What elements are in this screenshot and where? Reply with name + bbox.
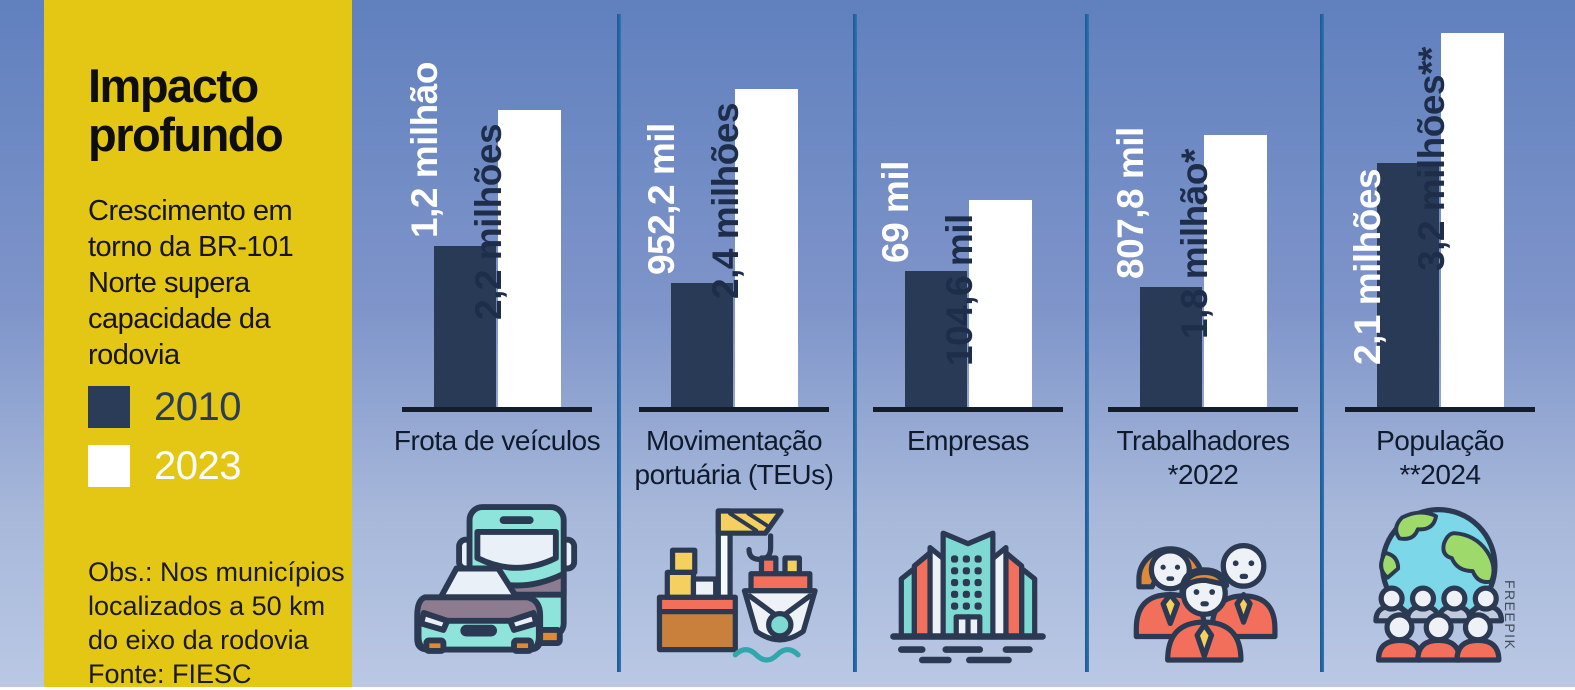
- panel-movimentacao-portuaria: 952,2 mil 2,4 milhões Movimentação portu…: [616, 0, 852, 687]
- workers-icon: [1118, 498, 1288, 673]
- footnote: Obs.: Nos municípios localizados a 50 km…: [88, 555, 345, 657]
- bar-2010: [434, 246, 496, 410]
- page-title: Impacto profundo: [88, 59, 284, 162]
- panel-divider: [1085, 14, 1089, 672]
- axis-baseline: [1108, 407, 1298, 412]
- value-label-2023: 2,2 milhões: [468, 123, 509, 320]
- vehicles-icon: [412, 498, 582, 673]
- value-label-2023: 3,2 milhões**: [1411, 47, 1452, 271]
- category-label: Frota de veículos: [393, 425, 601, 456]
- panel-trabalhadores: 807,8 mil 1,8 milhão* Trabalhadores *202…: [1085, 0, 1321, 687]
- legend: 2010 2023: [88, 384, 241, 504]
- value-label-2023: 1,8 milhão*: [1174, 149, 1215, 339]
- globe-population-icon: [1355, 498, 1525, 673]
- legend-item-2010: 2010: [88, 384, 241, 429]
- bar-2023: [1204, 135, 1267, 410]
- source-label: Fonte: FIESC: [88, 659, 252, 689]
- category-label: Empresas: [906, 425, 1030, 456]
- panel-divider: [853, 14, 857, 672]
- axis-baseline: [402, 407, 592, 412]
- legend-label: 2023: [154, 443, 241, 488]
- subtitle-line: rodovia: [88, 339, 180, 371]
- footnote-line: do eixo da rodovia: [88, 625, 309, 655]
- bar-2010: [1377, 163, 1439, 410]
- panel-empresas: 69 mil 104,6 mil Empresas: [850, 0, 1086, 687]
- subtitle: Crescimento em torno da BR-101 Norte sup…: [88, 193, 294, 373]
- value-label-2010: 1,2 milhão: [404, 62, 445, 238]
- bar-2023: [1441, 33, 1504, 410]
- value-label-2023: 2,4 milhões: [705, 102, 746, 299]
- axis-baseline: [873, 407, 1063, 412]
- value-label-2010: 807,8 mil: [1110, 127, 1151, 279]
- title-line: Impacto: [88, 59, 259, 113]
- footnote-line: localizados a 50 km: [88, 591, 326, 621]
- axis-baseline: [1345, 407, 1535, 412]
- subtitle-line: Norte supera: [88, 267, 250, 299]
- panel-divider: [1320, 14, 1324, 672]
- legend-swatch-2010: [88, 386, 130, 428]
- subtitle-line: torno da BR-101: [88, 231, 294, 263]
- value-label-2010: 69 mil: [875, 161, 916, 263]
- value-label-2010: 2,1 milhões: [1347, 168, 1388, 365]
- value-label-2010: 952,2 mil: [641, 123, 682, 275]
- subtitle-line: Crescimento em: [88, 195, 293, 227]
- bar-2023: [735, 89, 798, 410]
- panel-frota-de-veiculos: 1,2 milhão 2,2 milhões Frota de veículos: [379, 0, 615, 687]
- legend-swatch-2023: [88, 445, 130, 487]
- subtitle-line: capacidade da: [88, 303, 271, 335]
- footnote-line: Obs.: Nos municípios: [88, 557, 345, 587]
- axis-baseline: [639, 407, 829, 412]
- category-label: População **2024: [1376, 425, 1504, 490]
- panel-populacao: 2,1 milhões 3,2 milhões** População **20…: [1322, 0, 1558, 687]
- title-line: profundo: [88, 108, 284, 162]
- bar-2010: [1140, 287, 1202, 410]
- freepik-credit: FREEPIK: [1502, 580, 1518, 651]
- port-crane-ship-icon: [649, 498, 819, 673]
- legend-label: 2010: [154, 384, 241, 429]
- value-label-2023: 104,6 mil: [939, 214, 980, 366]
- bar-2010: [671, 283, 733, 410]
- bar-2010: [905, 271, 967, 410]
- sidebar: Impacto profundo Crescimento em torno da…: [44, 0, 352, 689]
- bar-2023: [498, 110, 561, 410]
- category-label: Trabalhadores *2022: [1116, 425, 1290, 490]
- category-label: Movimentação portuária (TEUs): [634, 425, 834, 490]
- panel-divider: [617, 14, 621, 672]
- legend-item-2023: 2023: [88, 443, 241, 488]
- bar-2023: [969, 200, 1032, 410]
- buildings-icon: [883, 498, 1053, 673]
